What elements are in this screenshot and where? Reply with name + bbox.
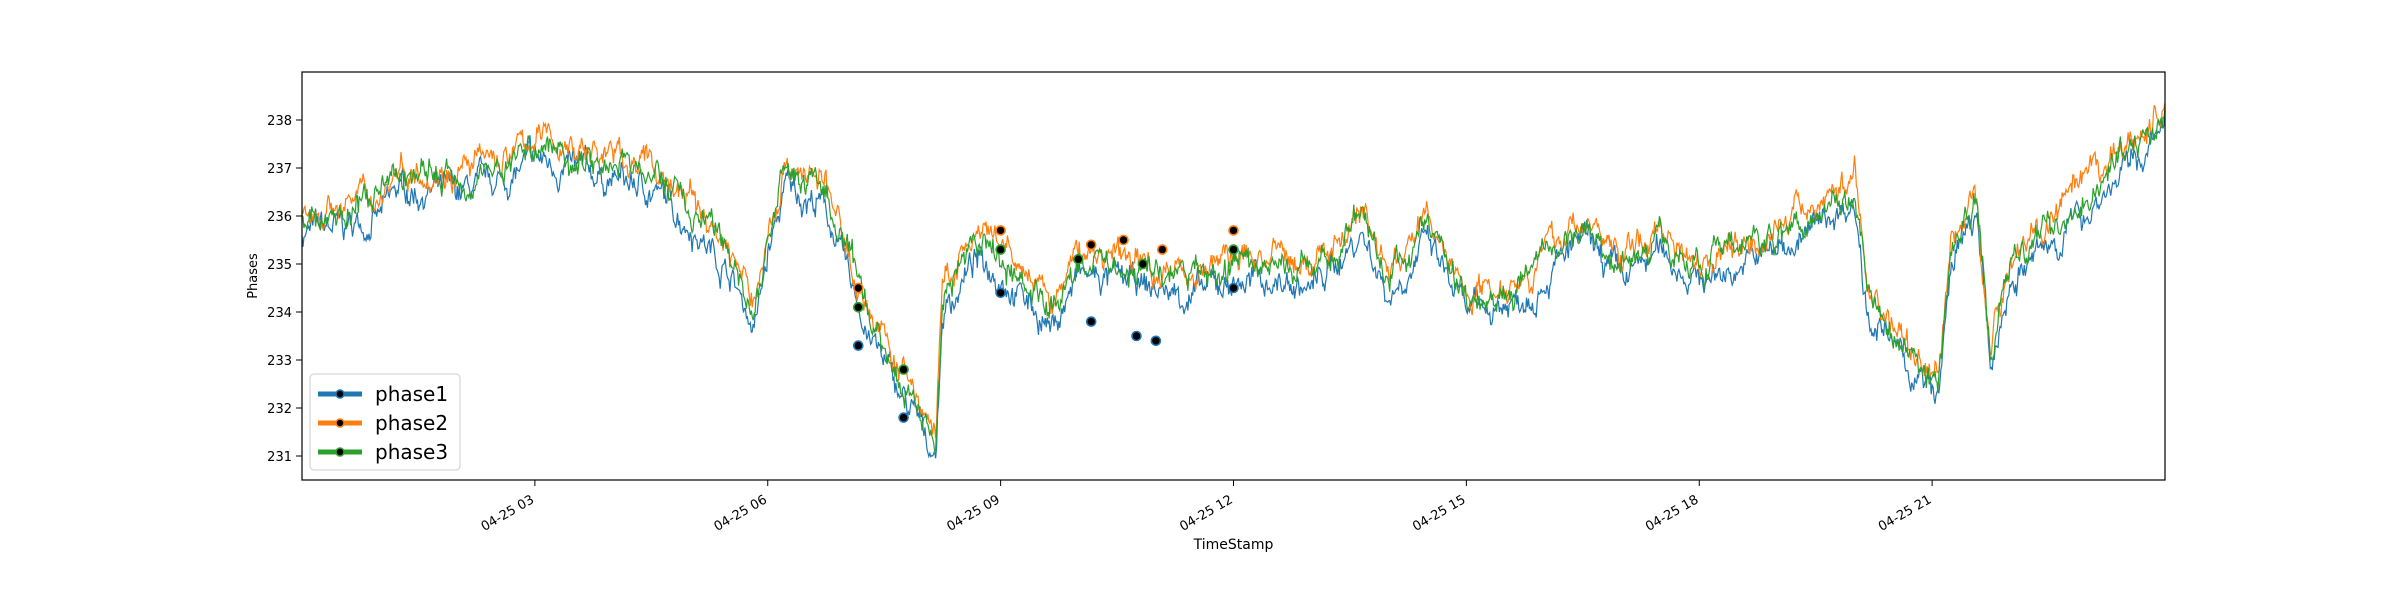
anomaly-point-phase2 xyxy=(1228,225,1239,236)
legend-marker-phase1 xyxy=(335,389,345,399)
y-tick-label: 232 xyxy=(267,402,292,417)
x-tick-label: 04-25 15 xyxy=(1410,492,1468,534)
anomaly-point-phase3 xyxy=(1137,258,1149,270)
y-axis-ticks: 231 232 233 234 235 236 237 238 xyxy=(267,114,302,465)
y-tick-label: 234 xyxy=(267,306,292,321)
legend-marker-phase3 xyxy=(335,447,345,457)
anomaly-point-phase2 xyxy=(1157,244,1168,255)
anomaly-markers xyxy=(852,225,1239,423)
anomaly-point-phase2 xyxy=(852,282,864,294)
anomaly-point-phase3 xyxy=(898,364,909,375)
legend-label-phase1: phase1 xyxy=(375,382,448,406)
y-tick-label: 231 xyxy=(267,450,292,465)
anomaly-point-phase3 xyxy=(1073,253,1084,265)
x-tick-label: 04-25 12 xyxy=(1177,492,1235,534)
anomaly-point-phase2 xyxy=(1085,239,1097,251)
x-axis-label: TimeStamp xyxy=(1193,537,1274,553)
anomaly-point-phase1 xyxy=(898,412,909,423)
anomaly-point-phase2 xyxy=(995,225,1006,236)
series-line-phase1 xyxy=(301,111,2166,459)
legend: phase1 phase2 phase3 xyxy=(309,373,461,471)
legend-box xyxy=(309,373,461,471)
y-tick-label: 235 xyxy=(267,258,292,273)
x-tick-label: 04-25 18 xyxy=(1643,492,1701,534)
legend-label-phase3: phase3 xyxy=(375,440,448,464)
legend-label-phase2: phase2 xyxy=(375,411,448,435)
anomaly-point-phase3 xyxy=(1228,244,1239,255)
anomaly-point-phase1 xyxy=(1131,330,1142,342)
anomaly-point-phase1 xyxy=(852,340,864,351)
x-axis-ticks: 04-25 03 04-25 06 04-25 09 04-25 12 04-25 15… xyxy=(479,480,1934,535)
y-tick-label: 237 xyxy=(267,162,292,177)
y-tick-label: 233 xyxy=(267,354,292,369)
x-tick-label: 04-25 09 xyxy=(945,492,1003,534)
anomaly-point-phase3 xyxy=(995,244,1006,255)
legend-marker-phase2 xyxy=(335,418,345,428)
anomaly-point-phase1 xyxy=(1085,316,1097,327)
anomaly-point-phase1 xyxy=(995,287,1006,299)
anomaly-point-phase1 xyxy=(1228,282,1239,294)
anomaly-point-phase1 xyxy=(1150,335,1162,347)
x-tick-label: 04-25 21 xyxy=(1876,492,1934,534)
x-tick-label: 04-25 03 xyxy=(479,492,537,534)
anomaly-point-phase3 xyxy=(852,301,864,313)
plot-area-frame xyxy=(301,71,2166,481)
y-tick-label: 236 xyxy=(267,210,292,225)
anomaly-point-phase2 xyxy=(1118,234,1129,246)
series-lines xyxy=(301,102,2166,459)
y-tick-label: 238 xyxy=(267,114,292,129)
y-axis-label: Phases xyxy=(246,253,261,299)
x-tick-label: 04-25 06 xyxy=(712,492,770,534)
